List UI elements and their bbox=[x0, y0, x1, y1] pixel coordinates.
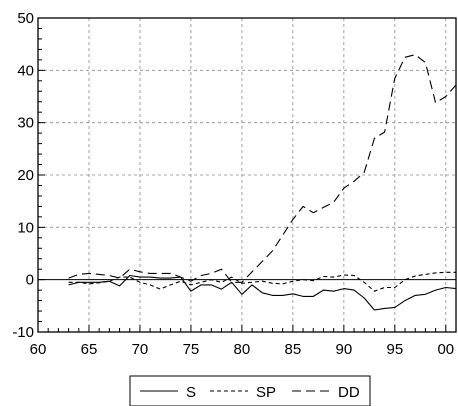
y-tick-label: 0 bbox=[26, 272, 34, 289]
legend-label-dd: DD bbox=[338, 384, 360, 401]
x-tick-label: 65 bbox=[81, 341, 98, 358]
x-tick-label: 90 bbox=[336, 341, 353, 358]
y-tick-label: 10 bbox=[17, 219, 34, 236]
x-tick-label: 85 bbox=[285, 341, 302, 358]
series-line-s bbox=[68, 274, 457, 311]
legend-label-s: S bbox=[186, 384, 196, 401]
series-line-sp bbox=[68, 271, 456, 292]
grid-lines bbox=[38, 18, 456, 332]
y-tick-label: 20 bbox=[17, 167, 34, 184]
x-tick-label: 00 bbox=[437, 341, 454, 358]
series-lines bbox=[68, 54, 457, 311]
x-tick-label: 75 bbox=[183, 341, 200, 358]
y-tick-label: -10 bbox=[12, 324, 34, 341]
x-axis-tick-labels: 60 65 70 75 80 85 90 95 00 bbox=[30, 341, 454, 358]
y-axis-tick-labels: -10 0 10 20 30 40 50 bbox=[12, 10, 34, 341]
legend: S SP DD bbox=[129, 375, 371, 406]
axis-ticks bbox=[37, 17, 457, 333]
x-tick-label: 80 bbox=[234, 341, 251, 358]
x-tick-label: 95 bbox=[386, 341, 403, 358]
x-tick-label: 60 bbox=[30, 341, 47, 358]
y-tick-label: 40 bbox=[17, 62, 34, 79]
series-line-dd bbox=[68, 54, 457, 283]
legend-label-sp: SP bbox=[256, 384, 276, 401]
x-tick-label: 70 bbox=[132, 341, 149, 358]
y-tick-label: 50 bbox=[17, 10, 34, 27]
y-tick-label: 30 bbox=[17, 115, 34, 132]
